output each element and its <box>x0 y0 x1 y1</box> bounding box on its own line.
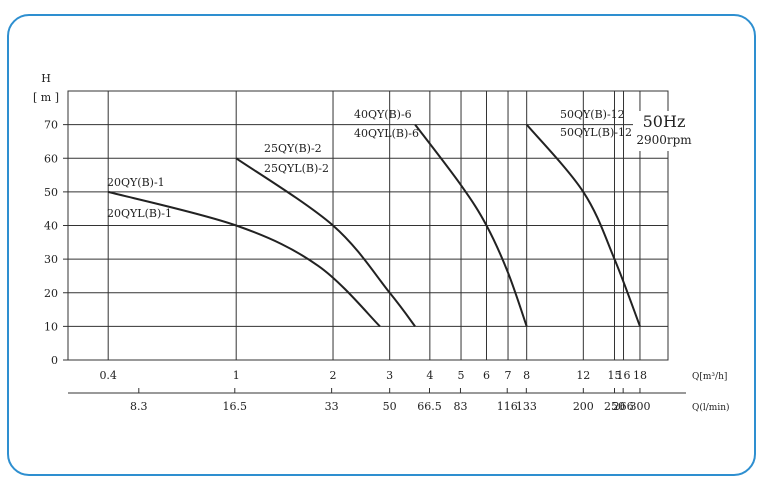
annotation-bg <box>633 111 695 151</box>
y-tick-label: 70 <box>44 119 58 132</box>
y-tick-label: 60 <box>44 152 58 165</box>
pump-curve-3 <box>414 123 528 327</box>
curve-label: 40QYL(B)-6 <box>354 127 419 140</box>
pump-curve-4 <box>525 123 641 327</box>
x-tick-label-m3h: 18 <box>633 369 647 382</box>
x-axis-label-lmin: Q(l/min) <box>692 402 730 413</box>
curve-label: 20QY(B)-1 <box>107 176 165 189</box>
x-tick-label-m3h: 7 <box>505 369 512 382</box>
x-tick-label-lmin: 200 <box>573 400 594 413</box>
curve-label: 25QY(B)-2 <box>264 142 322 155</box>
y-tick-label: 30 <box>44 253 58 266</box>
x-tick-label-lmin: 50 <box>383 400 397 413</box>
x-tick-label-m3h: 6 <box>483 369 490 382</box>
pump-curve-2 <box>235 157 416 327</box>
frequency-label: 50Hz <box>643 112 686 131</box>
curve-label: 25QYL(B)-2 <box>264 162 329 175</box>
x-tick-label-lmin: 16.5 <box>223 400 248 413</box>
y-tick-label: 0 <box>51 354 58 367</box>
x-tick-label-m3h: 16 <box>617 369 631 382</box>
y-tick-label: 20 <box>44 287 58 300</box>
x-tick-label-m3h: 4 <box>426 369 433 382</box>
y-tick-label: 10 <box>44 320 58 333</box>
x-tick-label-lmin: 8.3 <box>130 400 148 413</box>
x-tick-label-m3h: 1 <box>233 369 240 382</box>
x-tick-label-m3h: 2 <box>330 369 337 382</box>
y-tick-label: 40 <box>44 220 58 233</box>
curve-label: 50QY(B)-12 <box>560 108 625 121</box>
x-tick-label-lmin: 250 <box>604 400 625 413</box>
x-tick-label-lmin: 66.5 <box>417 400 442 413</box>
curve-label: 20QYL(B)-1 <box>107 207 172 220</box>
x-tick-label-m3h: 12 <box>576 369 590 382</box>
speed-label: 2900rpm <box>636 133 692 147</box>
x-tick-label-m3h: 15 <box>607 369 621 382</box>
x-tick-label-lmin: 300 <box>629 400 650 413</box>
x-tick-label-lmin: 83 <box>453 400 467 413</box>
curve-label: 50QYL(B)-12 <box>560 126 632 139</box>
x-axis-label-m3h: Q[m³/h] <box>692 372 727 382</box>
pump-curve-1 <box>107 190 381 328</box>
x-tick-label-m3h: 8 <box>523 369 530 382</box>
y-axis-label: H <box>41 72 51 85</box>
curve-label: 40QY(B)-6 <box>354 108 412 121</box>
y-tick-label: 50 <box>44 186 58 199</box>
x-tick-label-m3h: 5 <box>458 369 465 382</box>
y-axis-unit: [ m ] <box>33 91 59 104</box>
x-tick-label-m3h: 3 <box>386 369 393 382</box>
x-tick-label-m3h: 0.4 <box>99 369 117 382</box>
x-tick-label-lmin: 266 <box>613 400 634 413</box>
x-tick-label-lmin: 33 <box>325 400 339 413</box>
x-tick-label-lmin: 133 <box>516 400 537 413</box>
x-tick-label-lmin: 116 <box>497 400 518 413</box>
